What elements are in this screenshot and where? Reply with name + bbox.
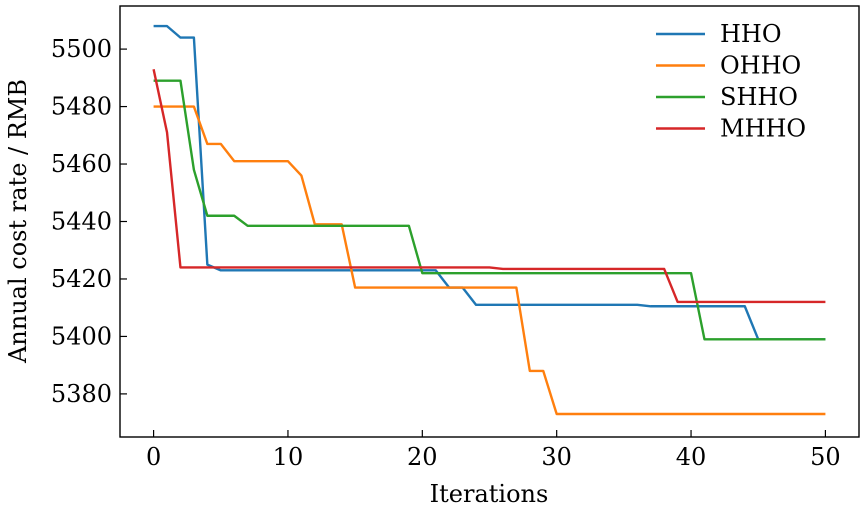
legend: HHO OHHO SHHO MHHO xyxy=(656,20,806,143)
y-tick-label: 5460 xyxy=(51,150,112,178)
y-tick-label: 5400 xyxy=(51,322,112,350)
y-tick-label: 5380 xyxy=(51,380,112,408)
series-line-hho xyxy=(153,24,826,341)
x-axis: 0 10 20 30 40 50 xyxy=(146,430,841,471)
y-axis: 5380 5400 5420 5440 5460 5480 5500 xyxy=(51,35,127,408)
series-line-shho xyxy=(153,79,826,341)
y-tick-label: 5500 xyxy=(51,35,112,63)
x-tick-label: 30 xyxy=(541,443,572,471)
x-tick-label: 50 xyxy=(810,443,841,471)
y-tick-label: 5480 xyxy=(51,93,112,121)
legend-label-mhho: MHHO xyxy=(720,115,806,143)
x-tick-label: 10 xyxy=(273,443,304,471)
series-line-mhho xyxy=(152,68,826,304)
legend-label-shho: SHHO xyxy=(720,83,798,111)
series-line-ohho xyxy=(153,105,826,416)
y-tick-label: 5440 xyxy=(51,208,112,236)
y-axis-label: Annual cost rate / RMB xyxy=(4,79,32,364)
x-tick-label: 0 xyxy=(146,443,161,471)
legend-label-ohho: OHHO xyxy=(720,52,801,80)
plot-lines xyxy=(152,24,826,416)
x-tick-label: 40 xyxy=(676,443,707,471)
y-tick-label: 5420 xyxy=(51,265,112,293)
x-axis-label: Iterations xyxy=(430,480,549,508)
legend-label-hho: HHO xyxy=(720,20,782,48)
x-tick-label: 20 xyxy=(407,443,438,471)
